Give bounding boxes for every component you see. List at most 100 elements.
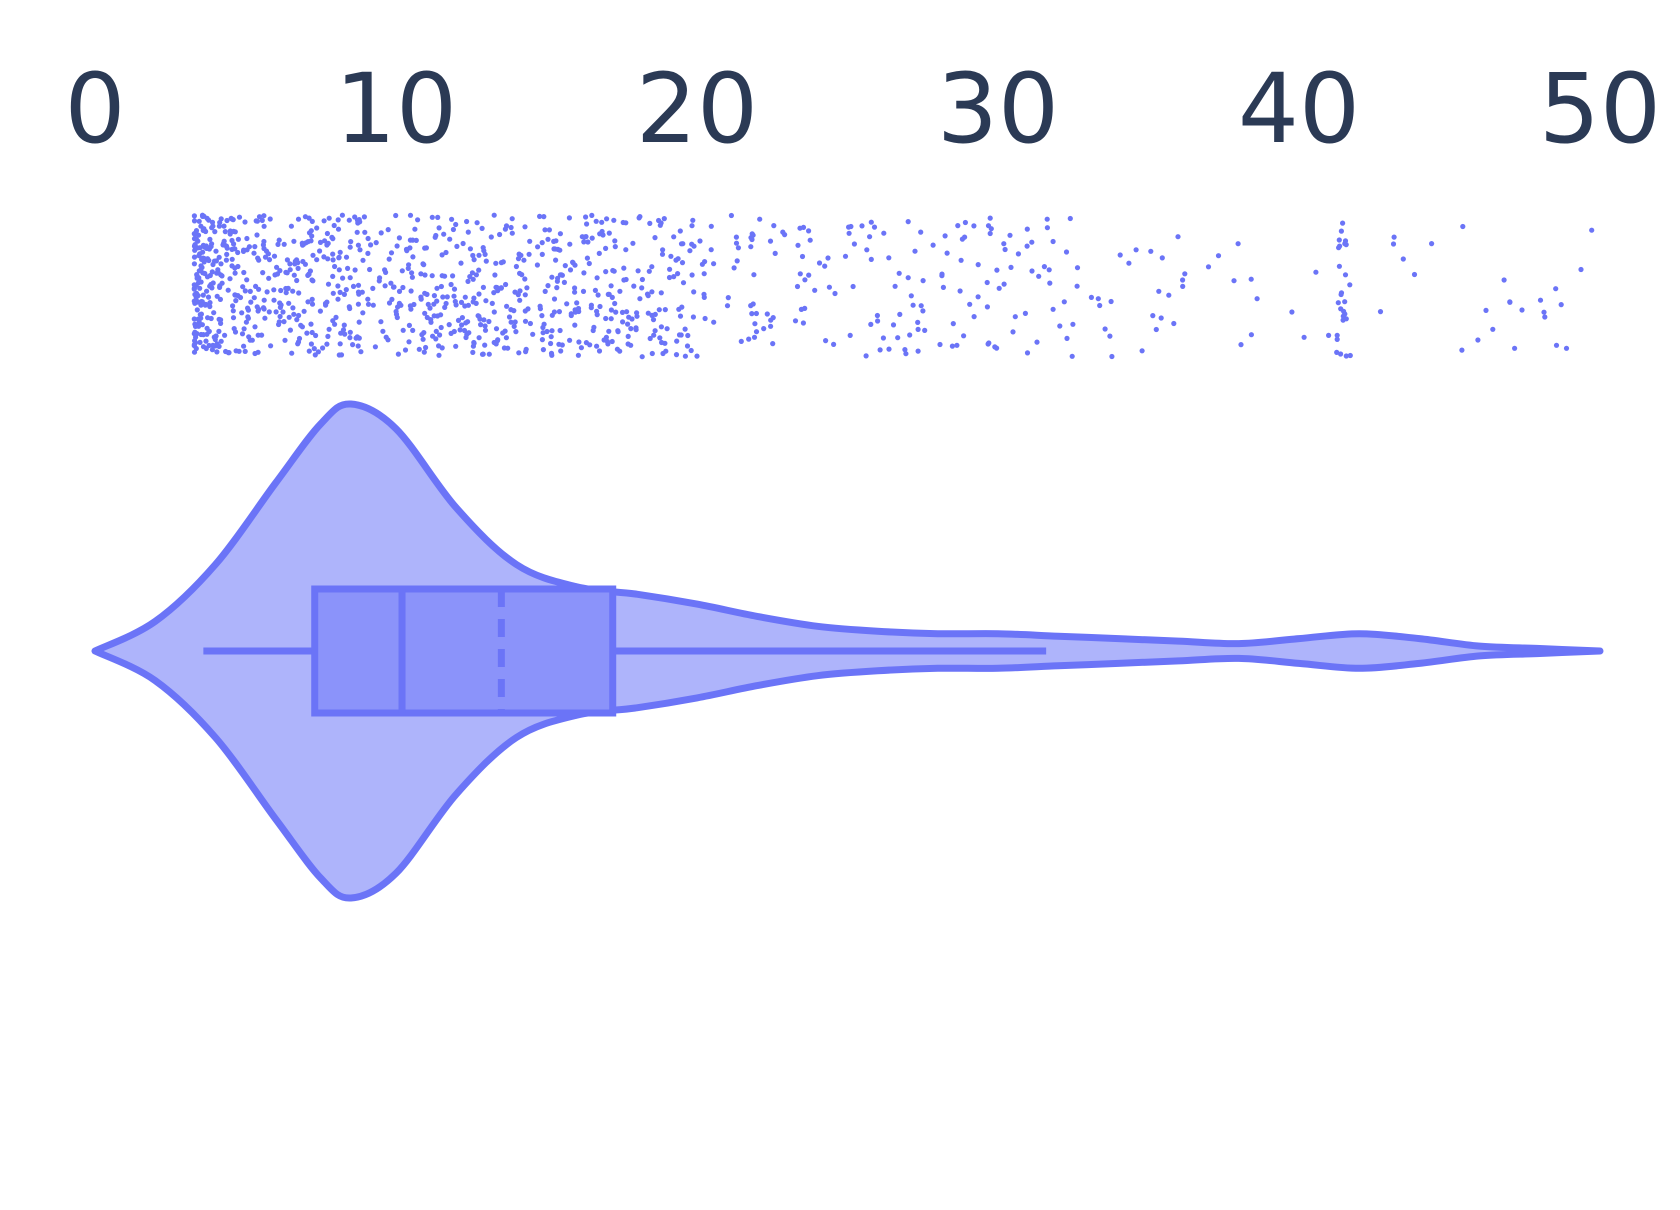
- strip-point: [572, 289, 578, 295]
- strip-point: [350, 342, 356, 348]
- strip-point: [611, 217, 617, 223]
- strip-point: [508, 319, 514, 325]
- strip-point: [249, 337, 255, 343]
- strip-point: [214, 270, 220, 276]
- strip-point: [196, 253, 202, 259]
- strip-point: [1238, 342, 1244, 348]
- strip-point: [1248, 332, 1254, 338]
- strip-point: [767, 238, 774, 244]
- strip-point: [572, 322, 578, 328]
- strip-point: [287, 327, 293, 333]
- strip-point: [656, 307, 662, 313]
- strip-point: [748, 235, 754, 241]
- strip-point: [309, 218, 315, 224]
- strip-point: [235, 263, 241, 270]
- strip-point: [200, 213, 206, 219]
- strip-point: [863, 353, 869, 359]
- strip-point: [1158, 315, 1164, 321]
- strip-point: [1429, 241, 1435, 247]
- strip-point: [399, 268, 405, 274]
- strip-point: [200, 242, 206, 248]
- strip-point: [842, 253, 849, 259]
- strip-point: [192, 300, 198, 306]
- strip-point: [676, 332, 683, 338]
- strip-point: [673, 257, 679, 263]
- strip-point: [753, 329, 760, 335]
- strip-point: [902, 347, 908, 353]
- strip-point: [339, 212, 345, 218]
- strip-point: [647, 220, 653, 226]
- strip-point: [1335, 300, 1341, 306]
- strip-point: [388, 250, 395, 256]
- strip-point: [735, 245, 742, 251]
- strip-point: [733, 240, 740, 246]
- strip-point: [294, 277, 300, 284]
- strip-point: [545, 283, 551, 289]
- strip-point: [666, 274, 673, 281]
- strip-point: [325, 333, 331, 339]
- strip-point: [546, 227, 553, 233]
- strip-point: [601, 337, 607, 343]
- strip-point: [434, 285, 440, 291]
- strip-point: [949, 343, 956, 349]
- strip-point: [691, 289, 697, 295]
- strip-point: [650, 317, 657, 323]
- strip-point: [355, 301, 361, 307]
- strip-point: [451, 293, 457, 299]
- strip-point: [518, 252, 524, 258]
- strip-point: [221, 223, 227, 229]
- strip-point: [799, 253, 806, 260]
- strip-point: [340, 275, 346, 281]
- x-tick-label: 10: [335, 53, 457, 165]
- strip-point: [357, 247, 363, 253]
- strip-point: [877, 347, 883, 353]
- strip-point: [199, 299, 205, 305]
- strip-point: [651, 332, 657, 338]
- strip-point: [987, 215, 993, 221]
- strip-point: [1166, 292, 1172, 298]
- strip-point: [682, 353, 689, 359]
- strip-point: [418, 271, 424, 277]
- strip-point: [473, 272, 479, 278]
- strip-point: [335, 296, 341, 302]
- strip-point: [211, 310, 217, 316]
- strip-point: [354, 334, 360, 340]
- strip-point: [1001, 241, 1007, 247]
- strip-point: [251, 250, 257, 256]
- strip-point: [300, 258, 306, 265]
- strip-point: [462, 303, 468, 309]
- strip-point: [589, 235, 595, 241]
- strip-point: [584, 221, 590, 227]
- strip-point: [660, 247, 666, 253]
- strip-point: [423, 245, 429, 251]
- strip-point: [588, 305, 594, 311]
- strip-point: [436, 225, 442, 231]
- strip-point: [572, 285, 578, 291]
- strip-point: [694, 353, 700, 359]
- strip-point: [511, 308, 517, 314]
- strip-point: [473, 300, 479, 306]
- strip-point: [195, 232, 202, 238]
- strip-point: [493, 341, 499, 347]
- strip-point: [261, 238, 267, 245]
- strip-point: [268, 343, 274, 349]
- strip-point: [513, 329, 519, 335]
- strip-point: [210, 223, 216, 229]
- strip-point: [548, 340, 554, 347]
- strip-point: [624, 309, 630, 315]
- strip-point: [365, 235, 371, 242]
- strip-point: [954, 342, 960, 348]
- strip-point: [562, 263, 568, 269]
- strip-point: [420, 261, 426, 267]
- strip-point: [343, 287, 349, 293]
- strip-point: [451, 286, 458, 292]
- strip-point: [1107, 333, 1113, 339]
- strip-point: [1133, 247, 1139, 253]
- strip-point: [596, 348, 603, 354]
- strip-point: [420, 336, 426, 342]
- strip-point: [617, 348, 623, 354]
- strip-point: [1347, 282, 1353, 288]
- strip-point: [400, 327, 406, 333]
- strip-point: [207, 272, 213, 279]
- strip-point: [262, 315, 268, 321]
